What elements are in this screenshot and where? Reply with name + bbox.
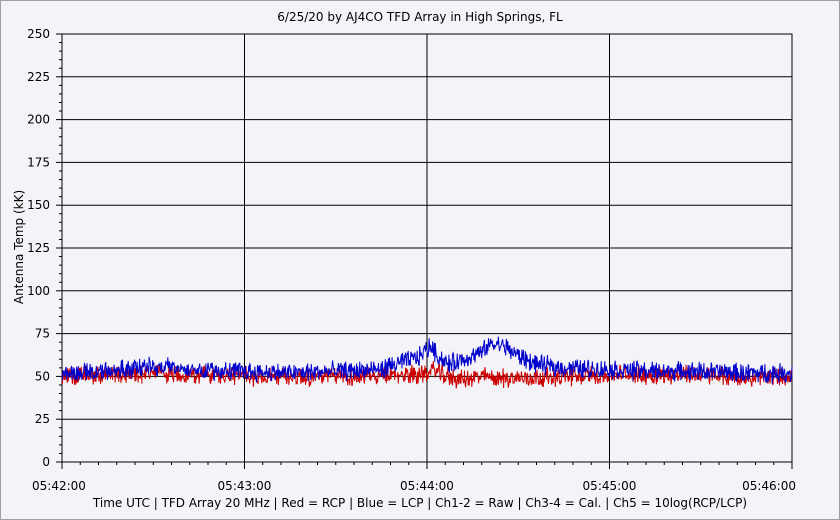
y-tick-label: 0 — [42, 455, 50, 469]
y-tick-label: 25 — [35, 412, 50, 426]
x-tick-label: 05:43:00 — [218, 479, 272, 493]
x-axis-label: Time UTC | TFD Array 20 MHz | Red = RCP … — [92, 496, 748, 510]
y-tick-label: 175 — [27, 155, 50, 169]
y-tick-label: 250 — [27, 27, 50, 41]
y-tick-label: 150 — [27, 198, 50, 212]
y-tick-label: 200 — [27, 113, 50, 127]
y-tick-label: 100 — [27, 284, 50, 298]
y-tick-label: 125 — [27, 241, 50, 255]
y-tick-label: 225 — [27, 70, 50, 84]
x-tick-label: 05:46:00 — [742, 479, 796, 493]
y-tick-label: 75 — [35, 327, 50, 341]
x-tick-label: 05:45:00 — [583, 479, 637, 493]
y-tick-label: 50 — [35, 369, 50, 383]
x-tick-label: 05:42:00 — [32, 479, 86, 493]
x-tick-label: 05:44:00 — [400, 479, 454, 493]
series-line-lcp — [61, 336, 793, 384]
chart-title: 6/25/20 by AJ4CO TFD Array in High Sprin… — [277, 10, 563, 24]
